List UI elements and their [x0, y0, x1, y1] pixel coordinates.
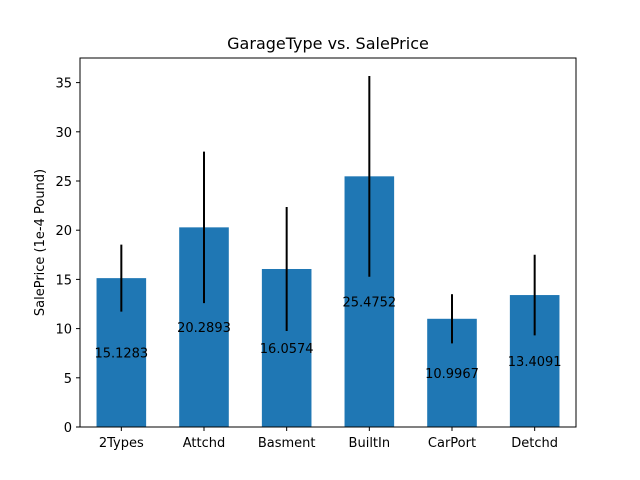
data-label-detchd: 13.4091	[508, 355, 562, 370]
x-tick-label-builtin: BuiltIn	[349, 436, 391, 451]
data-label-carport: 10.9967	[425, 367, 479, 382]
plot-frame	[79, 57, 577, 428]
x-tick-label-carport: CarPort	[428, 436, 476, 451]
x-tick-label-basment: Basment	[258, 436, 316, 451]
data-labels: 15.1283 20.2893 16.0574 25.4752 10.9967 13.40…	[94, 296, 561, 382]
y-tick-label-20: 20	[55, 224, 72, 239]
y-axis-title: SalePrice (1e-4 Pound)	[33, 169, 48, 316]
y-tick-label-35: 35	[55, 77, 72, 92]
y-axis: 0 5 10 15 20 25 30 35	[55, 77, 80, 436]
y-tick-label-0: 0	[64, 421, 72, 436]
y-tick-label-15: 15	[55, 273, 72, 288]
y-tick-label-30: 30	[55, 126, 72, 141]
x-axis: 2Types Attchd Basment BuiltIn CarPort Detchd	[99, 427, 558, 451]
y-tick-label-25: 25	[55, 175, 72, 190]
data-label-builtin: 25.4752	[342, 296, 396, 311]
y-tick-label-5: 5	[64, 372, 72, 387]
data-label-2types: 15.1283	[94, 347, 148, 362]
chart-title: GarageType vs. SalePrice	[227, 34, 429, 53]
y-tick-label-10: 10	[55, 323, 72, 338]
data-label-basment: 16.0574	[260, 342, 314, 357]
data-label-attchd: 20.2893	[177, 321, 231, 336]
x-tick-label-2types: 2Types	[99, 436, 144, 451]
x-tick-label-attchd: Attchd	[183, 436, 226, 451]
x-tick-label-detchd: Detchd	[511, 436, 558, 451]
error-bars	[120, 75, 536, 344]
